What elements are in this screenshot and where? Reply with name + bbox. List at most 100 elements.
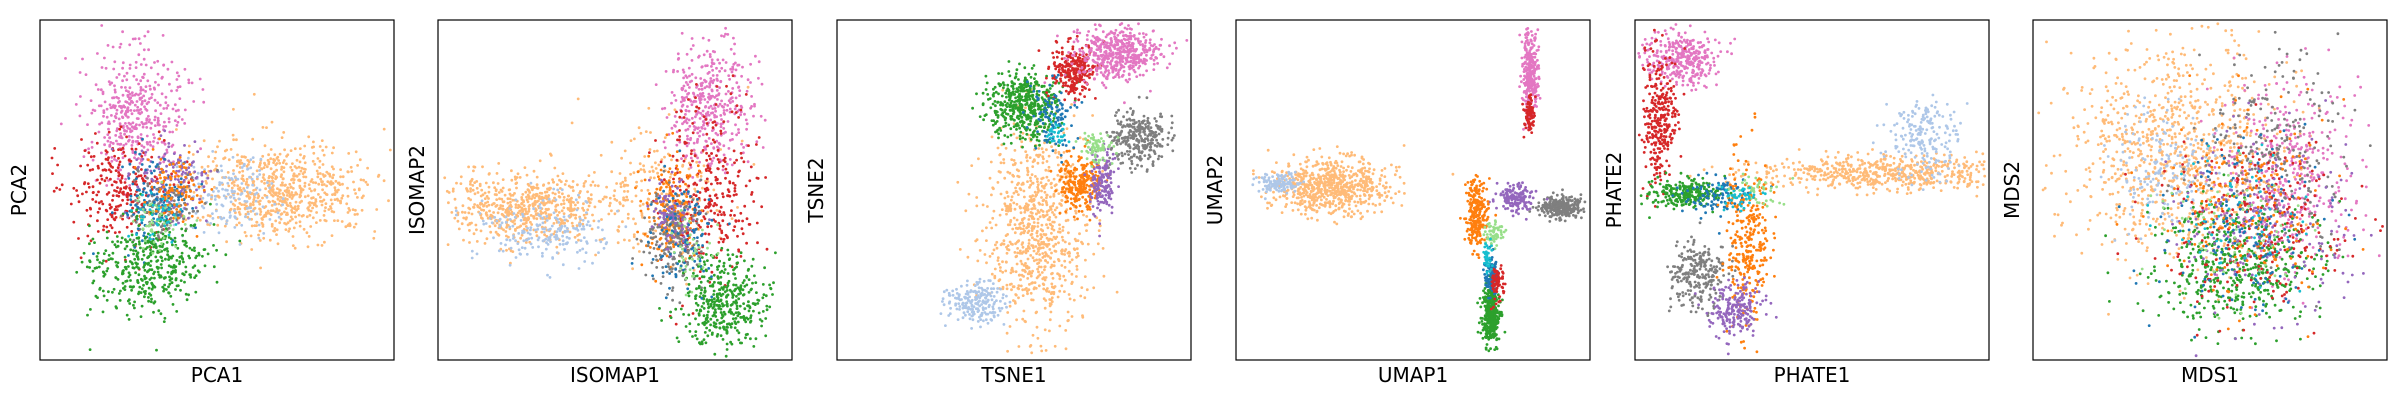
scatter-point <box>304 175 308 179</box>
scatter-point <box>662 214 666 217</box>
scatter-point <box>711 126 715 130</box>
scatter-point <box>281 161 285 165</box>
scatter-point <box>555 245 559 249</box>
scatter-point <box>193 249 196 253</box>
scatter-point <box>181 272 185 276</box>
scatter-point <box>472 165 476 169</box>
scatter-point <box>123 132 126 136</box>
scatter-point <box>670 126 674 130</box>
scatter-point <box>697 111 700 114</box>
scatter-point <box>100 200 103 203</box>
scatter-point <box>138 285 142 289</box>
scatter-point <box>648 148 652 151</box>
scatter-point <box>701 36 705 40</box>
scatter-point <box>710 88 714 92</box>
scatter-point <box>725 348 729 351</box>
scatter-point <box>501 186 505 190</box>
scatter-point <box>187 166 191 170</box>
scatter-point <box>530 223 534 226</box>
scatter-point <box>258 188 262 192</box>
scatter-point <box>185 298 189 302</box>
scatter-point <box>180 192 184 196</box>
scatter-point <box>557 191 561 194</box>
scatter-point <box>185 207 188 211</box>
scatter-point <box>93 266 97 270</box>
scatter-point <box>663 136 667 140</box>
scatter-point <box>768 305 772 309</box>
scatter-point <box>677 217 681 221</box>
scatter-point <box>585 211 588 215</box>
scatter-point <box>714 178 718 182</box>
scatter-point <box>542 230 546 234</box>
scatter-point <box>733 225 737 229</box>
scatter-point <box>728 180 732 184</box>
scatter-point <box>516 242 520 246</box>
scatter-point <box>576 183 579 187</box>
scatter-point <box>704 64 707 68</box>
scatter-point <box>692 193 696 197</box>
scatter-point <box>184 171 187 175</box>
scatter-point <box>144 107 148 111</box>
scatter-point <box>461 204 465 208</box>
scatter-point <box>652 176 656 180</box>
scatter-point <box>718 102 722 106</box>
scatter-point <box>719 205 723 209</box>
scatter-point <box>593 184 597 187</box>
scatter-point <box>556 237 560 241</box>
scatter-point <box>169 224 173 227</box>
scatter-point <box>519 236 522 240</box>
scatter-point <box>231 155 235 159</box>
scatter-point <box>103 168 107 172</box>
scatter-point <box>717 160 721 164</box>
scatter-point <box>591 180 595 184</box>
scatter-point <box>748 179 752 183</box>
scatter-point <box>282 166 286 170</box>
scatter-point <box>698 160 701 164</box>
scatter-points-group <box>50 24 392 352</box>
scatter-point <box>320 200 324 203</box>
scatter-point <box>178 156 182 159</box>
scatter-point <box>583 216 587 220</box>
scatter-point <box>669 316 673 319</box>
scatter-point <box>172 191 176 195</box>
scatter-point <box>150 297 153 301</box>
scatter-point <box>275 228 279 232</box>
scatter-point <box>674 99 678 102</box>
scatter-point <box>462 216 466 220</box>
scatter-point <box>589 193 593 197</box>
scatter-point <box>529 228 532 232</box>
scatter-point <box>211 150 215 153</box>
scatter-point <box>236 177 240 181</box>
scatter-point <box>146 194 150 198</box>
scatter-point <box>128 238 132 242</box>
scatter-point <box>675 110 678 114</box>
scatter-point <box>508 263 512 267</box>
scatter-point <box>133 37 137 41</box>
scatter-point <box>145 141 149 144</box>
scatter-point <box>100 121 104 125</box>
scatter-point <box>561 172 565 176</box>
scatter-point <box>453 216 457 220</box>
scatter-point <box>143 274 146 278</box>
scatter-point <box>576 234 579 237</box>
scatter-point <box>303 181 307 185</box>
scatter-point <box>734 111 738 114</box>
scatter-point <box>131 220 135 223</box>
scatter-point <box>463 211 467 214</box>
scatter-point <box>719 122 723 126</box>
scatter-point <box>72 186 76 190</box>
scatter-point <box>275 233 278 237</box>
scatter-point <box>504 230 508 233</box>
scatter-point <box>547 194 551 197</box>
scatter-point <box>468 222 472 225</box>
scatter-point <box>232 172 235 176</box>
scatter-point <box>485 213 489 217</box>
scatter-point <box>86 182 90 186</box>
scatter-point <box>726 171 729 175</box>
scatter-point <box>232 138 236 142</box>
scatter-point <box>125 135 128 139</box>
scatter-point <box>143 153 147 157</box>
scatter-point <box>298 184 302 188</box>
scatter-point <box>131 94 135 97</box>
scatter-point <box>190 179 194 182</box>
